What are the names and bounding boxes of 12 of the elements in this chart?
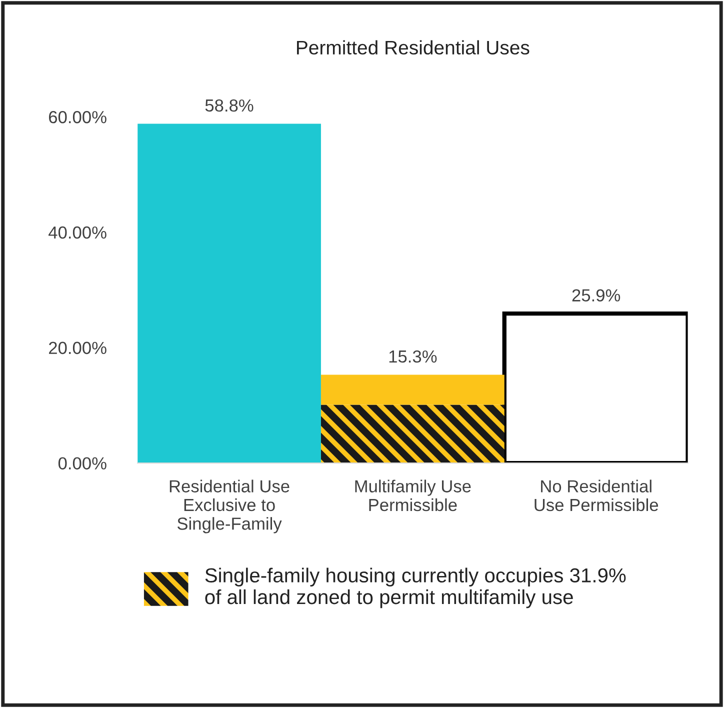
x-tick-label: Residential Use Exclusive to Single-Family [170,480,290,534]
y-tick-label: 40.00% [48,226,106,239]
x-tick-label: Multifamily Use Permissible [355,480,471,512]
y-tick-label: 0.00% [58,457,106,470]
total-label: 25.9% [572,289,620,302]
legend-label: Single-family housing currently occupies 31.9% of all land zoned to permit multifamily use [205,568,626,608]
total-label: 58.8% [205,99,254,112]
total-label: 15.3% [389,350,437,363]
y-tick-label: 20.00% [49,342,106,354]
x-tick-label: No Residential Use Permissible [534,480,658,512]
y-tick-label: 60.00% [49,110,106,124]
chart-title: Permitted Residential Uses [297,40,530,55]
